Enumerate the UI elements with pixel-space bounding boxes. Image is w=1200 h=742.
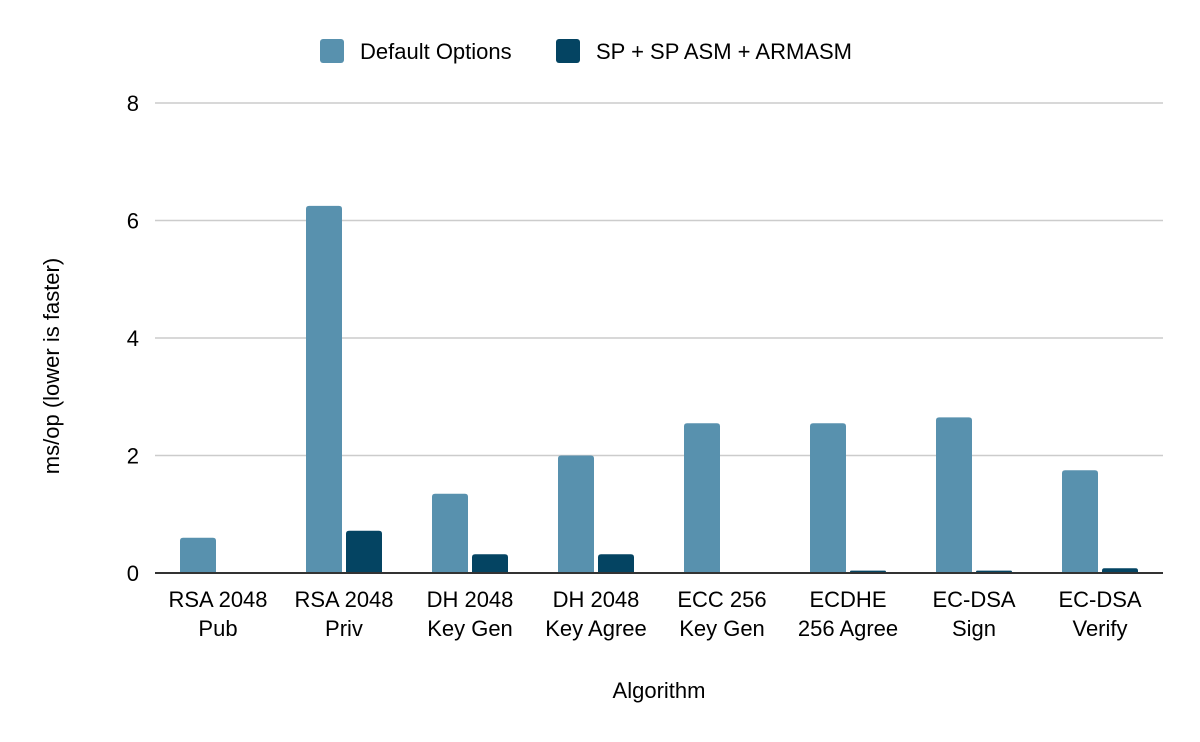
- legend-label: Default Options: [360, 39, 512, 64]
- bar-sp-asm-armasm: [346, 530, 382, 573]
- y-tick-labels: 0 2 4 6 8: [127, 91, 139, 586]
- bar-default-options: [180, 537, 216, 573]
- x-tick-label: ECC 256: [677, 587, 766, 612]
- legend: Default Options SP + SP ASM + ARMASM: [320, 39, 852, 64]
- bar-default-options: [810, 423, 846, 573]
- x-tick-labels: RSA 2048 Pub RSA 2048 Priv DH 2048 Key Gen DH …: [168, 587, 1141, 641]
- x-tick-label: DH 2048: [427, 587, 514, 612]
- x-tick-label: RSA 2048: [168, 587, 267, 612]
- bar-sp-asm-armasm: [1102, 568, 1138, 573]
- x-tick-label: Key Gen: [427, 616, 513, 641]
- y-tick-label: 6: [127, 209, 139, 234]
- x-tick-label: Key Gen: [679, 616, 765, 641]
- bar-default-options: [936, 417, 972, 573]
- bar-default-options: [306, 205, 342, 573]
- x-axis-title: Algorithm: [613, 678, 706, 703]
- x-tick-label: Priv: [325, 616, 363, 641]
- y-tick-label: 8: [127, 91, 139, 116]
- bar-sp-asm-armasm: [472, 554, 508, 573]
- x-tick-label: ECDHE: [809, 587, 886, 612]
- x-tick-label: Sign: [952, 616, 996, 641]
- y-tick-label: 0: [127, 561, 139, 586]
- x-tick-label: EC-DSA: [932, 587, 1015, 612]
- x-tick-label: Pub: [198, 616, 237, 641]
- x-tick-label: DH 2048: [553, 587, 640, 612]
- legend-label: SP + SP ASM + ARMASM: [596, 39, 852, 64]
- y-tick-label: 4: [127, 326, 139, 351]
- bar-default-options: [432, 493, 468, 573]
- bars: [180, 205, 1138, 573]
- bar-sp-asm-armasm: [598, 554, 634, 573]
- x-tick-label: RSA 2048: [294, 587, 393, 612]
- bar-default-options: [684, 423, 720, 573]
- x-tick-label: Verify: [1072, 616, 1127, 641]
- x-tick-label: Key Agree: [545, 616, 647, 641]
- x-tick-label: 256 Agree: [798, 616, 898, 641]
- x-tick-label: EC-DSA: [1058, 587, 1141, 612]
- legend-swatch: [556, 39, 580, 63]
- bar-default-options: [1062, 470, 1098, 573]
- y-axis-title: ms/op (lower is faster): [39, 258, 64, 474]
- bar-default-options: [558, 455, 594, 573]
- legend-swatch: [320, 39, 344, 63]
- y-tick-label: 2: [127, 444, 139, 469]
